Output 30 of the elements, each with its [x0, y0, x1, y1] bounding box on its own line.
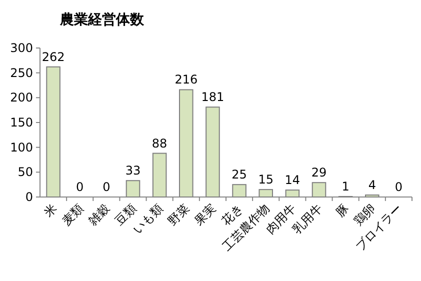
x-tick-label: 鶏卵: [351, 201, 378, 228]
data-label: 15: [258, 172, 274, 187]
y-tick-label: 250: [10, 66, 33, 80]
x-tick-label: 雑穀: [86, 201, 113, 228]
data-label: 0: [102, 180, 110, 194]
y-tick-label: 200: [10, 90, 33, 105]
y-tick-label: 100: [10, 140, 33, 154]
y-tick-label: 0: [25, 190, 33, 204]
x-tick-label: 豚: [333, 201, 352, 220]
data-label: 262: [42, 50, 65, 64]
x-tick-label: 麦類: [59, 201, 86, 228]
y-tick-label: 150: [10, 116, 33, 130]
data-label: 0: [76, 180, 84, 194]
data-label: 181: [201, 90, 224, 104]
data-label: 14: [284, 173, 300, 188]
x-tick-label: 豆類: [112, 201, 140, 228]
chart-title: 農業経営体数: [59, 12, 145, 28]
data-label: 4: [368, 178, 376, 192]
x-tick-label: 果実: [192, 201, 219, 228]
data-label: 0: [394, 180, 403, 194]
data-label: 25: [232, 168, 247, 182]
data-label: 1: [342, 180, 350, 194]
y-tick-label: 300: [10, 41, 33, 55]
data-label: 216: [174, 72, 198, 87]
data-label: 88: [152, 136, 168, 150]
data-label: 33: [125, 164, 141, 178]
y-tick-label: 50: [18, 165, 33, 180]
x-tick-label: 野菜: [165, 201, 192, 228]
data-label: 29: [311, 166, 327, 180]
x-tick-label: 米: [41, 201, 60, 220]
